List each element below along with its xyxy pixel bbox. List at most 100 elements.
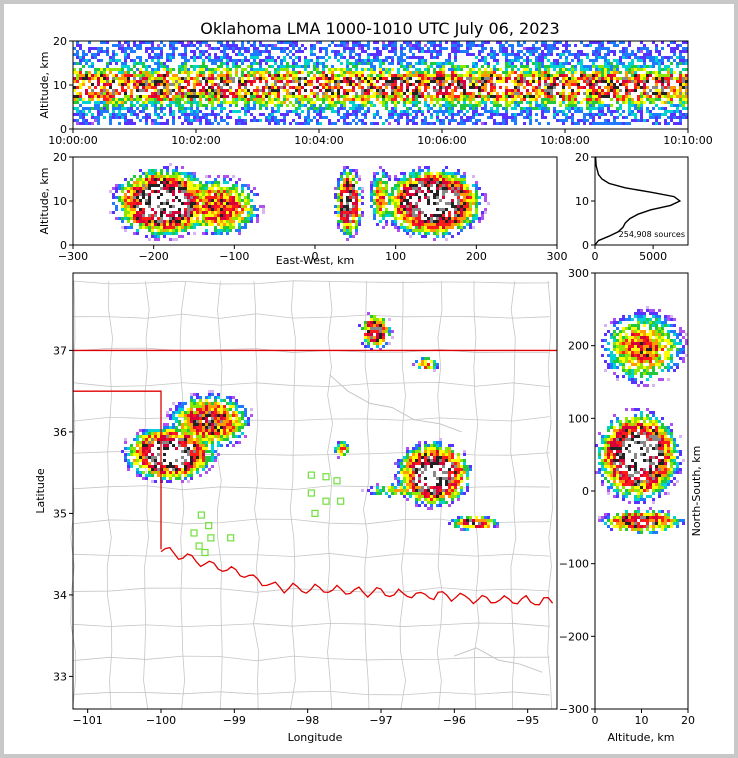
- east-west-cell: [235, 184, 238, 187]
- time-height-cell: [136, 83, 139, 86]
- time-height-cell: [292, 86, 295, 89]
- time-height-cell: [382, 101, 385, 104]
- time-height-cell: [676, 110, 679, 113]
- time-height-cell: [256, 83, 259, 86]
- time-height-cell: [331, 107, 334, 110]
- east-west-cell: [466, 205, 469, 208]
- time-height-cell: [211, 71, 214, 74]
- east-west-cell: [412, 190, 415, 193]
- time-height-cell: [322, 107, 325, 110]
- time-height-cell: [310, 101, 313, 104]
- east-west-cell: [373, 190, 376, 193]
- time-height-cell: [655, 47, 658, 50]
- time-height-cell: [682, 89, 685, 92]
- time-height-cell: [76, 89, 79, 92]
- time-height-cell: [247, 50, 250, 53]
- time-height-cell: [310, 59, 313, 62]
- time-height-cell: [529, 68, 532, 71]
- time-height-cell: [322, 68, 325, 71]
- time-height-cell: [181, 110, 184, 113]
- time-height-cell: [304, 65, 307, 68]
- time-height-cell: [598, 98, 601, 101]
- time-height-cell: [181, 89, 184, 92]
- time-height-cell: [73, 53, 76, 56]
- time-height-cell: [127, 68, 130, 71]
- time-height-cell: [268, 65, 271, 68]
- time-height-cell: [367, 80, 370, 83]
- east-west-cell: [379, 190, 382, 193]
- time-height-cell: [676, 89, 679, 92]
- time-height-cell: [385, 86, 388, 89]
- time-height-cell: [100, 80, 103, 83]
- time-height-cell: [298, 77, 301, 80]
- time-height-cell: [337, 80, 340, 83]
- east-west-cell: [211, 208, 214, 211]
- time-height-cell: [160, 116, 163, 119]
- time-height-cell: [430, 101, 433, 104]
- time-height-cell: [388, 86, 391, 89]
- east-west-cell: [466, 184, 469, 187]
- time-height-cell: [103, 86, 106, 89]
- time-height-cell: [364, 116, 367, 119]
- time-height-cell: [637, 80, 640, 83]
- east-west-cell: [247, 199, 250, 202]
- time-height-cell: [568, 101, 571, 104]
- time-height-cell: [415, 71, 418, 74]
- time-height-cell: [478, 101, 481, 104]
- time-height-cell: [82, 83, 85, 86]
- time-height-cell: [640, 83, 643, 86]
- time-height-cell: [346, 83, 349, 86]
- time-height-cell: [271, 110, 274, 113]
- east-west-cell: [127, 181, 130, 184]
- east-west-cell: [415, 184, 418, 187]
- time-height-cell: [517, 68, 520, 71]
- time-height-cell: [508, 116, 511, 119]
- time-height-cell: [442, 83, 445, 86]
- east-west-cell: [370, 187, 373, 190]
- east-west-cell: [448, 172, 451, 175]
- time-height-cell: [280, 41, 283, 44]
- time-height-cell: [415, 80, 418, 83]
- east-west-cell: [262, 205, 265, 208]
- east-west-cell: [406, 181, 409, 184]
- east-west-cell: [136, 181, 139, 184]
- time-height-cell: [283, 83, 286, 86]
- time-height-cell: [565, 56, 568, 59]
- time-height-cell: [343, 89, 346, 92]
- time-height-cell: [169, 101, 172, 104]
- time-height-cell: [475, 122, 478, 125]
- time-height-cell: [331, 92, 334, 95]
- time-height-cell: [376, 110, 379, 113]
- east-west-cell: [388, 199, 391, 202]
- time-height-cell: [322, 101, 325, 104]
- time-height-cell: [271, 101, 274, 104]
- time-height-cell: [598, 80, 601, 83]
- time-height-cell: [595, 53, 598, 56]
- time-height-cell: [238, 50, 241, 53]
- time-height-cell: [583, 74, 586, 77]
- time-height-cell: [328, 89, 331, 92]
- time-height-cell: [373, 47, 376, 50]
- east-west-cell: [148, 187, 151, 190]
- time-height-cell: [220, 62, 223, 65]
- east-west-cell: [124, 193, 127, 196]
- time-height-cell: [544, 53, 547, 56]
- time-height-cell: [292, 89, 295, 92]
- east-west-cell: [202, 208, 205, 211]
- east-west-cell: [424, 187, 427, 190]
- time-height-cell: [472, 95, 475, 98]
- time-height-cell: [604, 104, 607, 107]
- time-height-cell: [286, 62, 289, 65]
- time-height-cell: [91, 56, 94, 59]
- time-height-cell: [631, 71, 634, 74]
- time-height-cell: [190, 104, 193, 107]
- east-west-cell: [115, 208, 118, 211]
- east-west-cell: [382, 202, 385, 205]
- time-height-cell: [106, 83, 109, 86]
- east-west-cell: [172, 196, 175, 199]
- east-west-cell: [163, 181, 166, 184]
- time-height-cell: [652, 83, 655, 86]
- time-height-cell: [370, 122, 373, 125]
- time-height-cell: [496, 80, 499, 83]
- east-west-cell: [397, 187, 400, 190]
